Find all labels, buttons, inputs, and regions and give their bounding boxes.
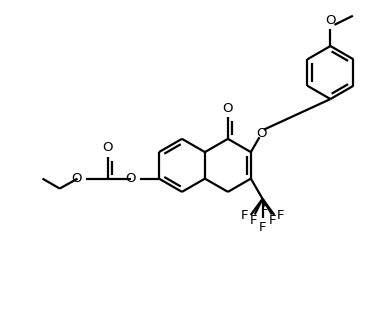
Text: O: O [223,102,233,115]
Text: O: O [325,14,336,27]
Text: F: F [269,214,276,227]
Text: O: O [256,127,267,140]
Text: F: F [241,208,248,222]
Text: O: O [125,172,136,185]
Text: F: F [277,208,284,222]
Text: F: F [260,203,268,217]
Text: F: F [259,221,266,234]
Text: F: F [250,214,258,227]
Text: O: O [102,141,113,154]
Text: O: O [71,172,82,185]
